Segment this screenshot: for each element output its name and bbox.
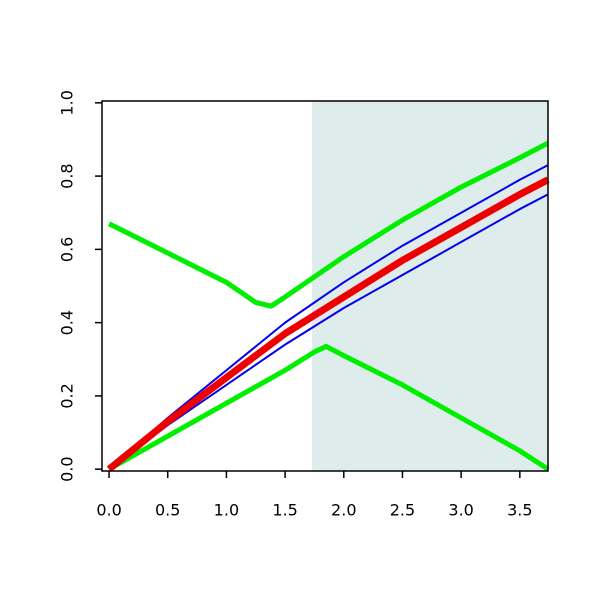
y-tick-label: 1.0 xyxy=(58,90,77,115)
y-tick-label: 0.2 xyxy=(58,383,77,408)
y-tick-label: 0.8 xyxy=(58,163,77,188)
series-line xyxy=(106,176,550,472)
x-tick-label: 3.0 xyxy=(448,501,473,520)
x-tick-label: 0.0 xyxy=(96,501,121,520)
x-tick-label: 3.5 xyxy=(507,501,532,520)
series-line xyxy=(107,343,550,472)
series-line xyxy=(108,164,549,470)
y-tick-label: 0.0 xyxy=(58,456,77,481)
y-tick-label: 0.4 xyxy=(58,310,77,335)
x-tick-label: 0.5 xyxy=(155,501,180,520)
series-line xyxy=(107,140,550,309)
x-tick-label: 2.0 xyxy=(331,501,356,520)
plot-box xyxy=(101,100,549,472)
x-tick-label: 1.0 xyxy=(214,501,239,520)
series-line xyxy=(108,193,549,470)
x-tick-label: 1.5 xyxy=(272,501,297,520)
x-tick-label: 2.5 xyxy=(390,501,415,520)
shaded-region xyxy=(312,101,548,471)
y-tick-label: 0.6 xyxy=(58,237,77,262)
